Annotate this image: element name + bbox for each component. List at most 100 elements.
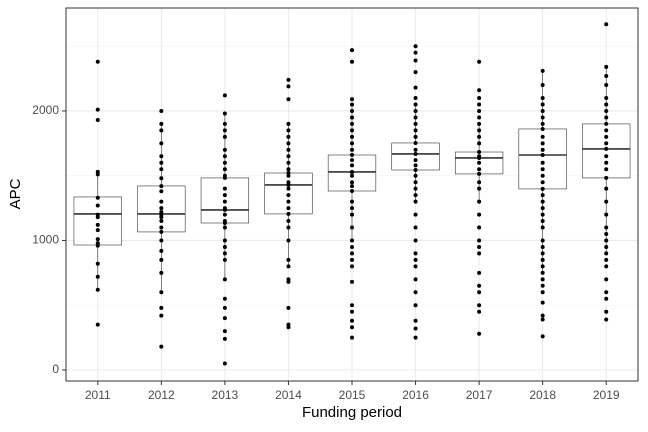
point xyxy=(159,167,164,172)
point xyxy=(604,251,609,256)
x-tick-label: 2013 xyxy=(212,388,239,402)
point xyxy=(413,251,418,256)
point xyxy=(413,102,418,107)
point xyxy=(222,207,227,212)
point xyxy=(413,85,418,90)
point xyxy=(286,154,291,159)
point xyxy=(540,141,545,146)
point xyxy=(477,115,482,120)
point xyxy=(413,115,418,120)
y-axis-title: APC xyxy=(7,178,24,209)
point xyxy=(159,141,164,146)
point xyxy=(286,238,291,243)
point xyxy=(286,160,291,165)
point xyxy=(413,225,418,230)
point xyxy=(222,160,227,165)
point xyxy=(350,199,354,204)
y-tick-label: 2000 xyxy=(32,103,59,117)
point xyxy=(286,128,291,133)
point xyxy=(350,141,354,146)
point xyxy=(222,361,227,366)
point xyxy=(159,225,164,230)
point xyxy=(477,225,482,230)
point xyxy=(413,212,418,217)
point xyxy=(159,176,164,181)
point xyxy=(286,193,291,198)
point xyxy=(159,215,164,220)
point xyxy=(604,175,609,180)
point xyxy=(222,296,227,301)
point xyxy=(413,193,418,198)
point xyxy=(159,229,164,234)
point xyxy=(540,219,545,224)
point xyxy=(413,140,418,145)
point xyxy=(604,141,609,146)
point xyxy=(350,257,354,262)
point xyxy=(222,336,227,341)
point xyxy=(413,151,418,156)
point xyxy=(540,225,545,230)
point xyxy=(286,211,291,216)
point xyxy=(477,309,482,314)
point xyxy=(159,305,164,310)
point xyxy=(540,180,545,185)
point xyxy=(540,186,545,191)
point xyxy=(540,238,545,243)
point xyxy=(413,121,418,126)
point xyxy=(540,147,545,152)
point xyxy=(286,141,291,146)
point xyxy=(540,300,545,305)
point xyxy=(159,206,164,211)
point xyxy=(286,182,291,187)
point xyxy=(286,147,291,152)
point xyxy=(222,167,227,172)
point xyxy=(286,84,291,89)
point xyxy=(222,244,227,249)
point xyxy=(540,264,545,269)
point xyxy=(477,150,482,155)
point xyxy=(159,290,164,295)
panel xyxy=(66,8,638,381)
point xyxy=(413,326,418,331)
point xyxy=(604,154,609,159)
point xyxy=(540,283,545,288)
point xyxy=(222,111,227,116)
point xyxy=(540,290,545,295)
point xyxy=(286,186,291,191)
point xyxy=(540,126,545,131)
point xyxy=(222,305,227,310)
point xyxy=(540,193,545,198)
point xyxy=(540,334,545,339)
point xyxy=(604,199,609,204)
point xyxy=(477,141,482,146)
point xyxy=(159,270,164,275)
point xyxy=(159,184,164,189)
point xyxy=(540,115,545,120)
point xyxy=(286,206,291,211)
point xyxy=(477,199,482,204)
point xyxy=(350,309,354,314)
point xyxy=(286,121,291,126)
point xyxy=(350,152,354,157)
point xyxy=(540,206,545,211)
point xyxy=(477,180,482,185)
point xyxy=(604,64,609,69)
point xyxy=(477,59,482,64)
point xyxy=(159,238,164,243)
point xyxy=(540,199,545,204)
point xyxy=(159,154,164,159)
point xyxy=(350,318,354,323)
point xyxy=(540,270,545,275)
point xyxy=(159,219,164,224)
point xyxy=(540,134,545,139)
point xyxy=(222,154,227,159)
point xyxy=(159,313,164,318)
point xyxy=(222,175,227,180)
point xyxy=(159,344,164,349)
point xyxy=(413,50,418,55)
point xyxy=(604,309,609,314)
point xyxy=(159,128,164,133)
point xyxy=(350,206,354,211)
point xyxy=(350,189,354,194)
point xyxy=(350,251,354,256)
